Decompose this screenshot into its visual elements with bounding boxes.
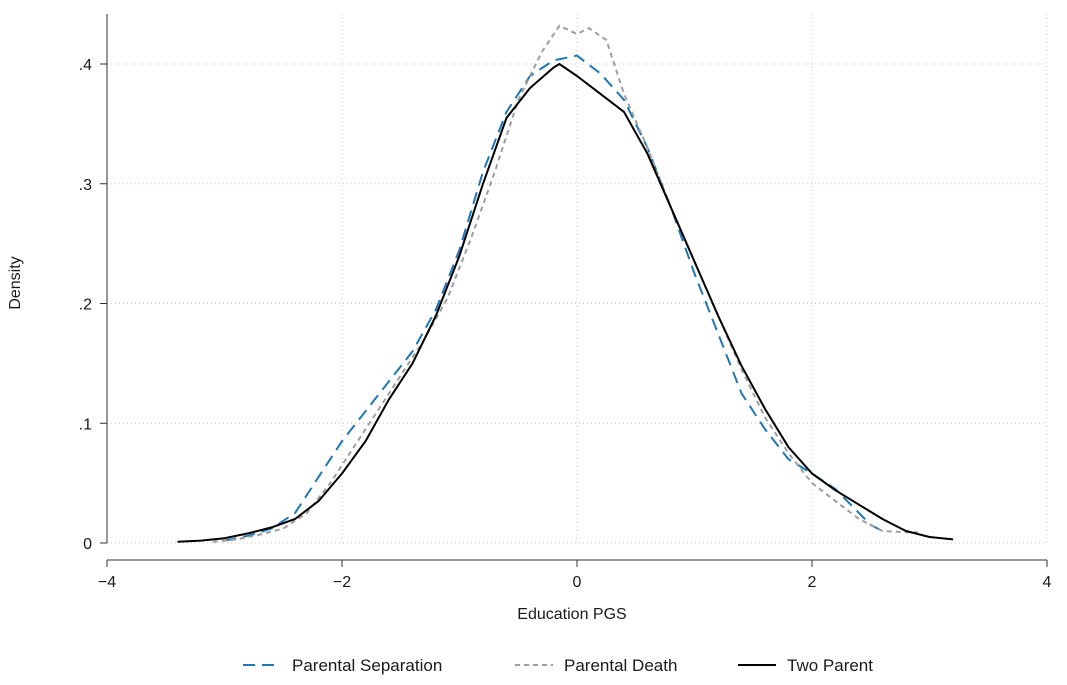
legend-label: Parental Death (564, 656, 677, 675)
x-tick-label: 0 (573, 574, 582, 591)
series-line-parental-separation (224, 54, 883, 542)
x-tick-label: 2 (808, 574, 817, 591)
x-tick-label: −4 (98, 574, 116, 591)
series-line-two-parent (177, 63, 954, 543)
x-tick-label: 4 (1043, 574, 1052, 591)
y-tick-label: .1 (79, 416, 92, 433)
grid-lines (106, 14, 1048, 544)
y-tick-label: .3 (79, 177, 92, 194)
series-layer (177, 24, 954, 543)
x-axis-ticks: −4 −2 0 2 4 (98, 560, 1052, 591)
series-line-parental-death (212, 24, 918, 543)
y-axis-title: Density (7, 256, 24, 309)
x-axis-title: Education PGS (517, 606, 626, 623)
y-tick-label: 0 (83, 536, 92, 553)
legend-label: Two Parent (787, 656, 873, 675)
legend: Parental Separation Parental Death Two Par… (243, 656, 873, 675)
y-axis-ticks: 0 .1 .2 .3 .4 (79, 57, 107, 553)
x-tick-label: −2 (333, 574, 351, 591)
y-tick-label: .2 (79, 297, 92, 314)
y-tick-label: .4 (79, 57, 92, 74)
legend-label: Parental Separation (292, 656, 442, 675)
